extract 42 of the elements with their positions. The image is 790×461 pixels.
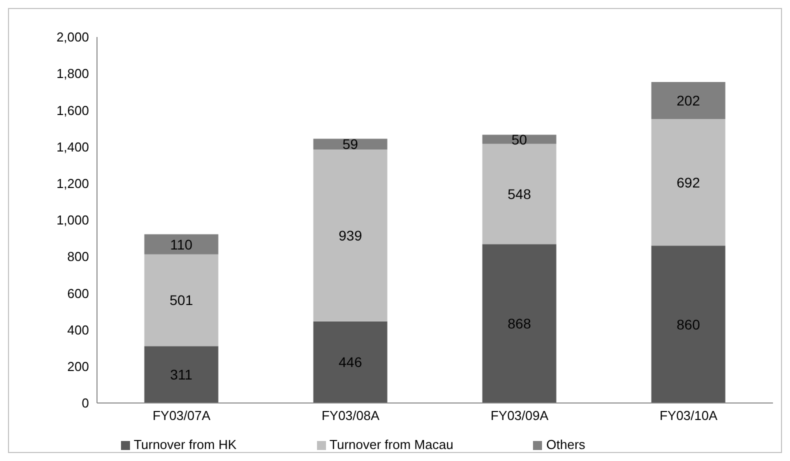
legend-label: Others xyxy=(546,437,586,452)
x-tick-label: FY03/08A xyxy=(322,408,380,424)
data-label: 50 xyxy=(512,131,528,148)
data-label: 501 xyxy=(170,292,194,308)
data-label: 110 xyxy=(170,236,193,252)
bar xyxy=(651,246,726,403)
bar xyxy=(144,234,218,254)
x-tick-label: FY03/07A xyxy=(152,408,211,424)
bar xyxy=(144,254,218,346)
y-tick-label: 0 xyxy=(82,396,89,411)
x-tick-label: FY03/09A xyxy=(490,408,549,424)
data-label: 311 xyxy=(170,366,193,383)
legend-label: Turnover from HK xyxy=(134,437,237,452)
bar xyxy=(144,346,218,403)
y-tick-label: 1,400 xyxy=(56,139,89,154)
y-tick-label: 2,000 xyxy=(56,30,89,45)
bar xyxy=(313,321,388,403)
y-tick-label: 400 xyxy=(67,322,89,338)
y-tick-label: 1,800 xyxy=(56,66,89,82)
data-label: 868 xyxy=(508,316,532,332)
bar xyxy=(651,82,726,119)
data-label: 548 xyxy=(508,186,532,202)
data-label: 939 xyxy=(338,227,362,244)
y-tick-label: 600 xyxy=(67,286,89,301)
data-label: 59 xyxy=(342,136,358,152)
data-label: 692 xyxy=(676,174,700,190)
bar xyxy=(313,138,388,150)
bar xyxy=(651,118,726,246)
bar xyxy=(313,150,388,322)
data-label: 202 xyxy=(676,92,700,108)
x-tick-label: FY03/10A xyxy=(660,408,718,424)
bar xyxy=(482,144,556,244)
bar xyxy=(482,244,556,403)
y-tick-label: 200 xyxy=(67,359,89,374)
y-tick-label: 800 xyxy=(67,249,89,264)
y-tick-label: 1,000 xyxy=(56,212,89,228)
legend-label: Turnover from Macau xyxy=(330,437,454,452)
bar xyxy=(482,134,556,144)
data-label: 860 xyxy=(676,316,700,332)
data-label: 446 xyxy=(338,354,362,370)
y-tick-label: 1,200 xyxy=(56,176,89,192)
y-tick-label: 1,600 xyxy=(56,102,89,118)
